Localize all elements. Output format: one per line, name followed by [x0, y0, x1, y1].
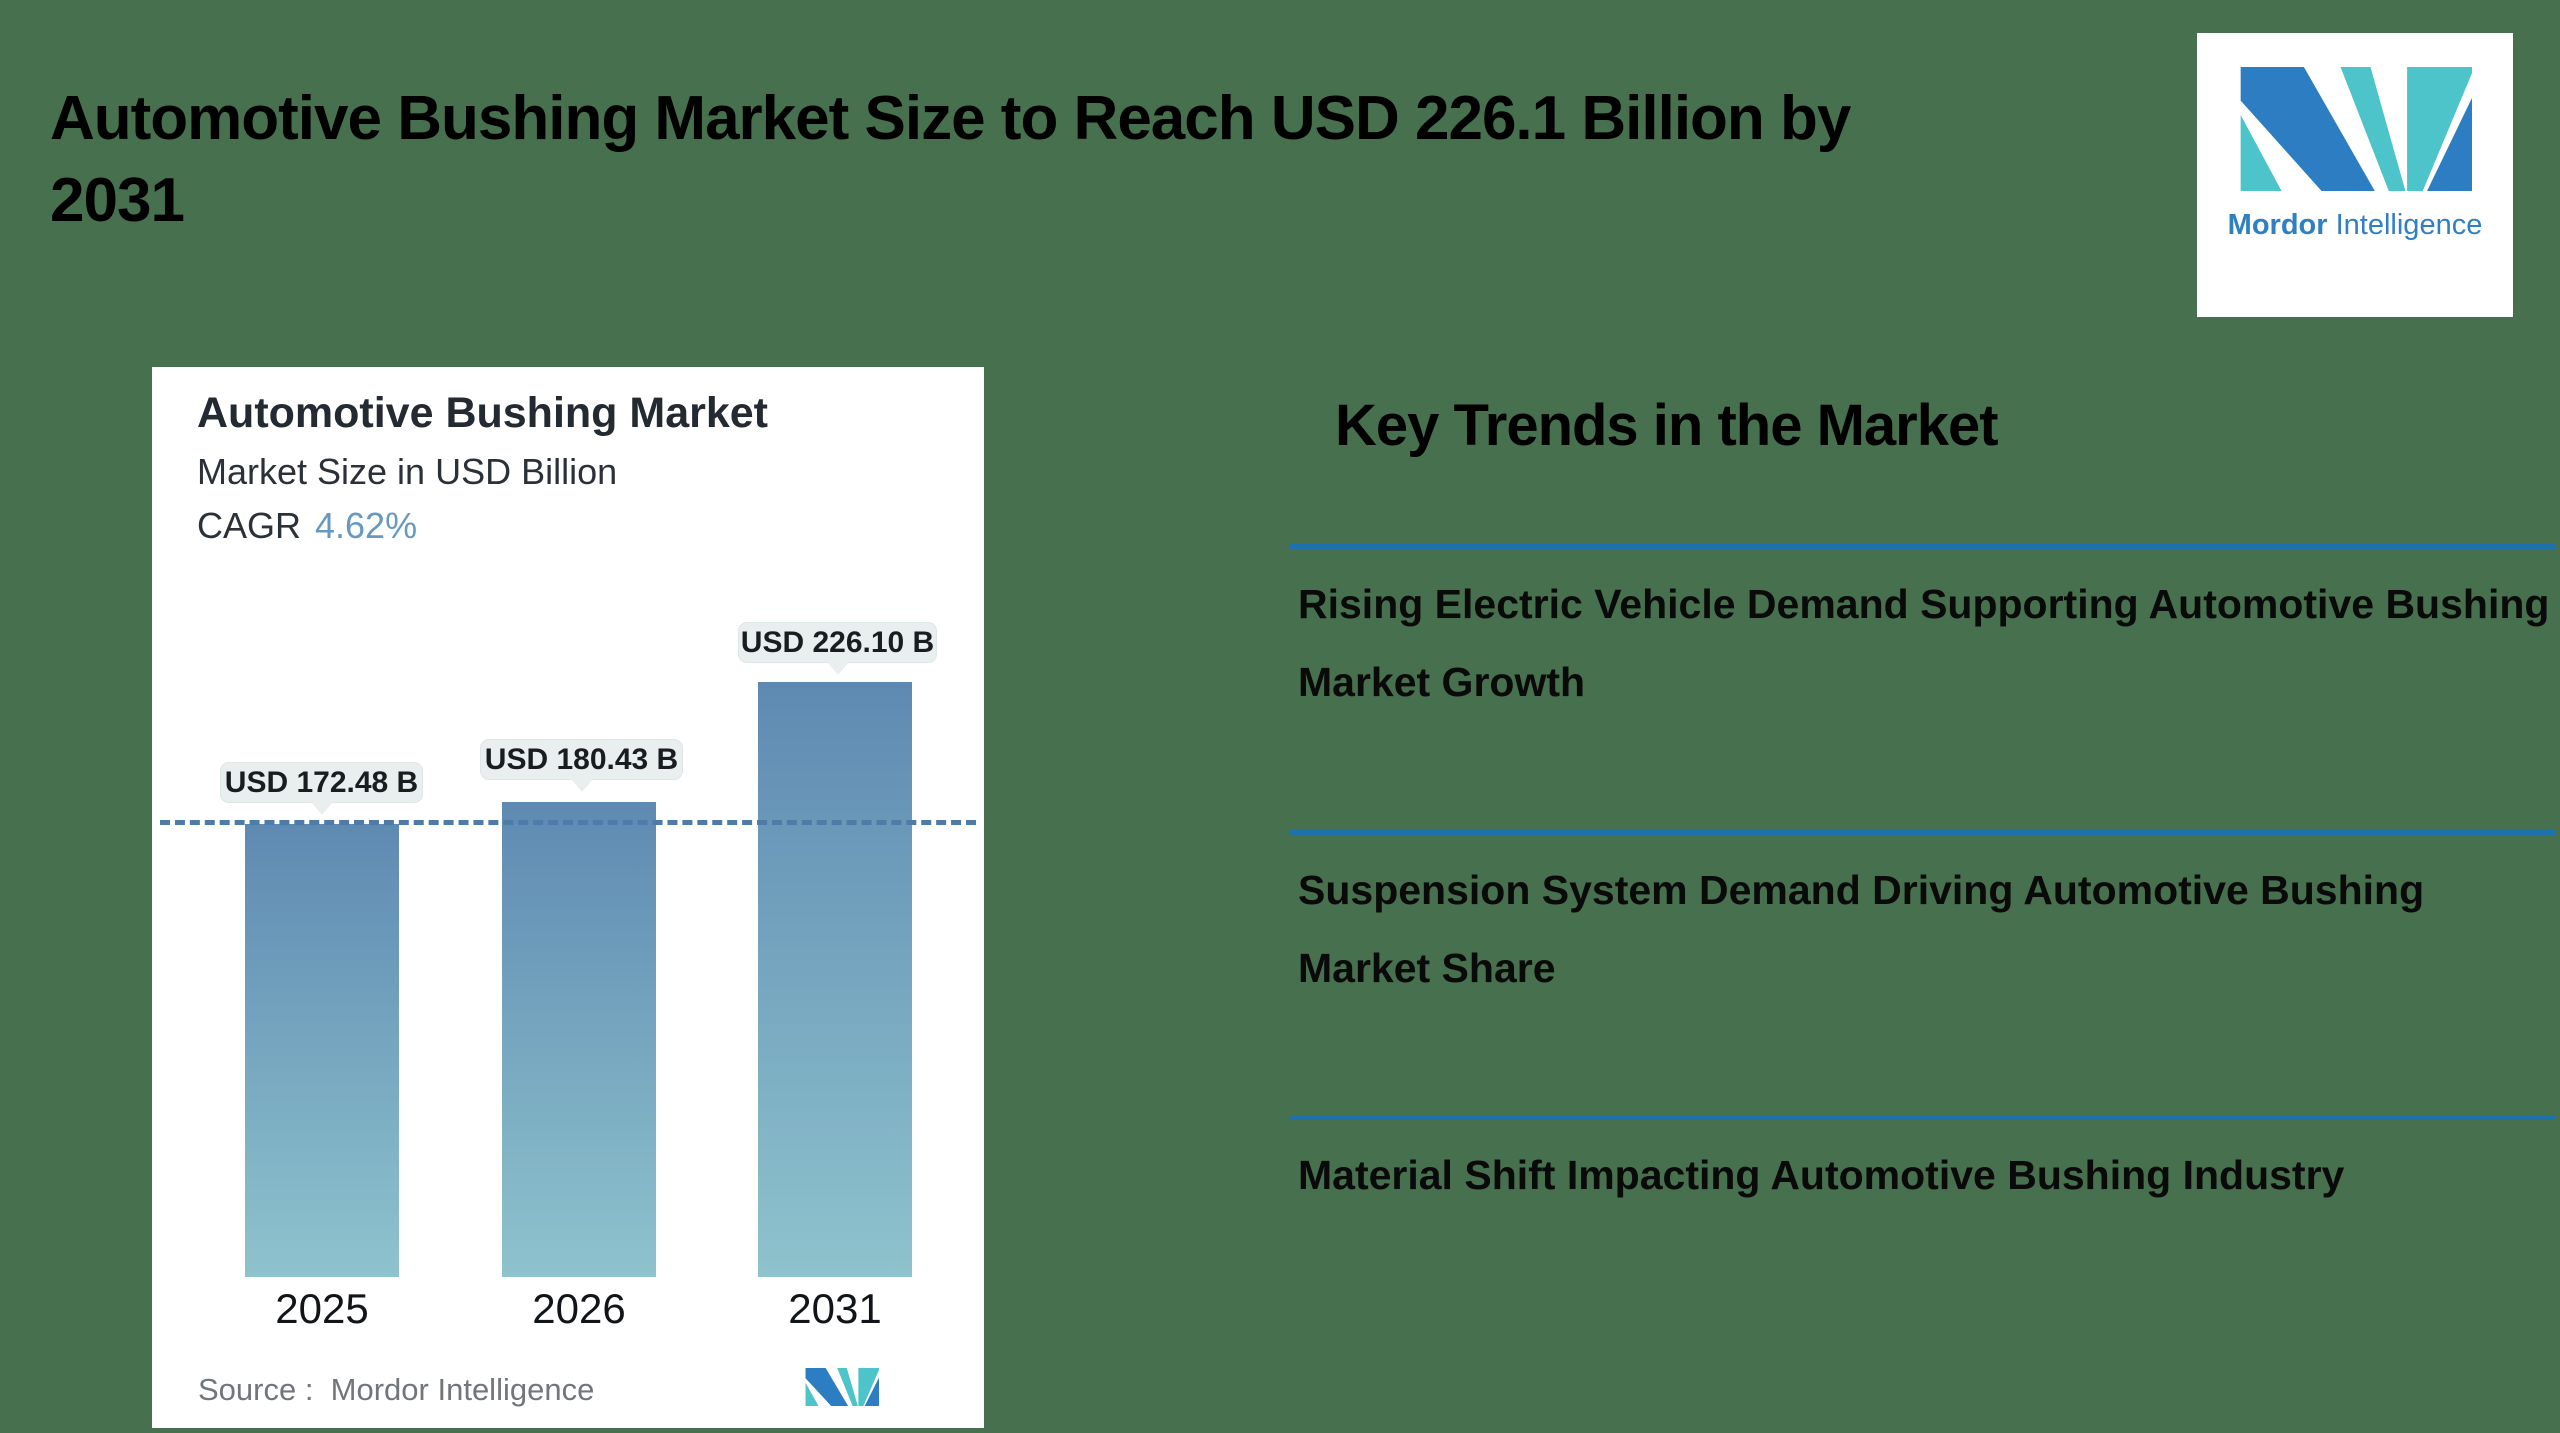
- trend-item-3-line1: Material Shift Impacting Automotive Bush…: [1298, 1152, 2345, 1198]
- mordor-logo-box: Mordor Intelligence: [2197, 33, 2513, 317]
- brand-name: Mordor Intelligence: [2197, 209, 2513, 242]
- chart-subtitle: Market Size in USD Billion: [197, 451, 618, 492]
- page-title-line2: 2031: [50, 166, 185, 235]
- bar-2031: [758, 682, 912, 1277]
- trend-item-2: Suspension System Demand Driving Automot…: [1298, 851, 2424, 1007]
- bar-2026: [502, 802, 656, 1277]
- year-label-2031: 2031: [788, 1285, 882, 1332]
- chart-title: Automotive Bushing Market: [197, 389, 768, 437]
- trend-divider-3: [1290, 1115, 2556, 1120]
- page-title-line1: Automotive Bushing Market Size to Reach …: [50, 84, 1851, 153]
- key-trends-heading: Key Trends in the Market: [1335, 393, 1999, 458]
- brand-name-regular: Intelligence: [2335, 209, 2483, 241]
- cagr-row: CAGR 4.62%: [197, 505, 417, 547]
- trend-divider-1: [1290, 544, 2556, 549]
- trend-item-2-line2: Market Share: [1298, 945, 1556, 991]
- page-title: Automotive Bushing Market Size to Reach …: [50, 78, 1851, 242]
- year-label-2026: 2026: [532, 1285, 626, 1332]
- cagr-value: 4.62%: [315, 505, 418, 546]
- dashed-baseline: [160, 820, 976, 825]
- bar-2025: [245, 824, 399, 1277]
- cagr-label: CAGR: [197, 505, 302, 546]
- trend-item-2-line1: Suspension System Demand Driving Automot…: [1298, 867, 2425, 913]
- chart-card: Automotive Bushing Market Market Size in…: [152, 367, 984, 1428]
- value-callout-2025: USD 172.48 B: [220, 762, 423, 815]
- trend-item-1-line2: Market Growth: [1298, 659, 1586, 705]
- source-caption: Source : Mordor Intelligence: [198, 1372, 595, 1407]
- year-label-2025: 2025: [275, 1285, 369, 1332]
- trend-item-3: Material Shift Impacting Automotive Bush…: [1298, 1136, 2344, 1214]
- trend-item-1-line1: Rising Electric Vehicle Demand Supportin…: [1298, 581, 2550, 627]
- value-callout-2031: USD 226.10 B: [738, 622, 937, 675]
- trend-divider-2: [1290, 830, 2556, 835]
- trend-item-1: Rising Electric Vehicle Demand Supportin…: [1298, 565, 2549, 721]
- mordor-logo-icon: [2240, 67, 2472, 191]
- brand-name-bold: Mordor: [2227, 209, 2328, 241]
- mini-mordor-logo-icon: [805, 1368, 879, 1406]
- value-callout-2026: USD 180.43 B: [480, 739, 683, 792]
